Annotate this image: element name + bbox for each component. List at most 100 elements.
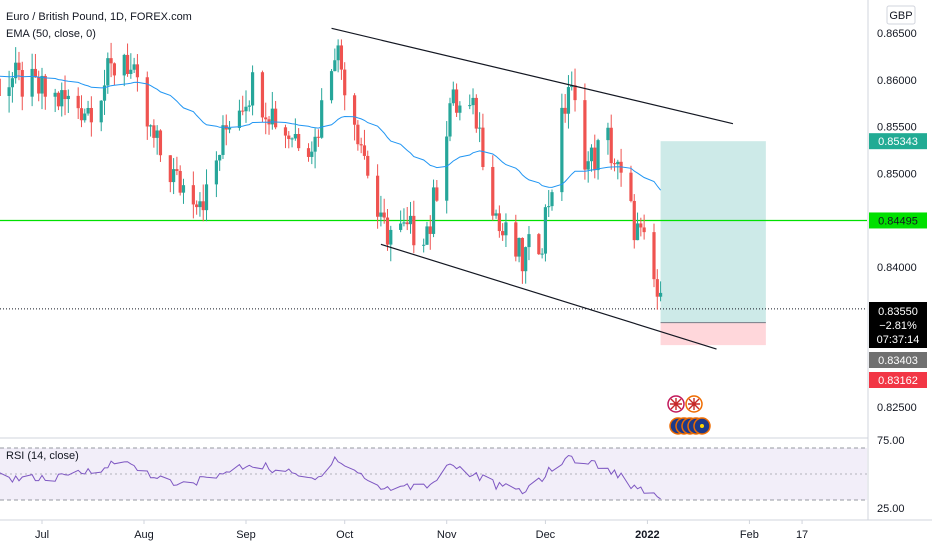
candle-body[interactable] bbox=[431, 187, 436, 234]
candle-body[interactable] bbox=[583, 100, 587, 170]
candle-body[interactable] bbox=[329, 71, 334, 101]
candle-body[interactable] bbox=[79, 108, 84, 121]
candle-body[interactable] bbox=[191, 185, 195, 205]
candle-body[interactable] bbox=[316, 136, 320, 138]
candle-body[interactable] bbox=[524, 247, 528, 272]
candle-body[interactable] bbox=[339, 45, 344, 70]
candle-body[interactable] bbox=[89, 107, 93, 123]
candle-body[interactable] bbox=[560, 107, 564, 193]
candle-body[interactable] bbox=[241, 110, 245, 112]
candle-body[interactable] bbox=[106, 58, 110, 86]
candle-body[interactable] bbox=[586, 161, 590, 170]
candle-body[interactable] bbox=[616, 161, 620, 165]
candle-body[interactable] bbox=[497, 213, 501, 232]
candle-body[interactable] bbox=[178, 170, 182, 193]
candle-body[interactable] bbox=[435, 187, 439, 201]
candle-body[interactable] bbox=[382, 212, 386, 218]
candle-body[interactable] bbox=[244, 106, 248, 112]
candle-body[interactable] bbox=[56, 92, 61, 107]
candle-body[interactable] bbox=[297, 134, 301, 149]
candle-body[interactable] bbox=[86, 107, 90, 114]
candle-body[interactable] bbox=[612, 163, 617, 165]
candle-body[interactable] bbox=[264, 117, 268, 120]
candle-body[interactable] bbox=[237, 110, 242, 128]
rsi-indicator-label[interactable]: RSI (14, close) bbox=[6, 450, 79, 462]
candle-body[interactable] bbox=[629, 172, 633, 201]
candle-body[interactable] bbox=[399, 223, 403, 230]
candle-body[interactable] bbox=[10, 78, 14, 88]
candle-body[interactable] bbox=[550, 192, 554, 207]
candle-body[interactable] bbox=[37, 77, 41, 94]
candle-body[interactable] bbox=[563, 107, 567, 114]
candle-body[interactable] bbox=[201, 201, 205, 211]
candle-body[interactable] bbox=[60, 90, 64, 107]
candle-body[interactable] bbox=[129, 69, 133, 74]
candle-body[interactable] bbox=[468, 105, 472, 107]
candle-body[interactable] bbox=[408, 215, 413, 225]
candle-body[interactable] bbox=[451, 89, 455, 104]
candle-body[interactable] bbox=[158, 130, 163, 156]
candle-body[interactable] bbox=[221, 125, 225, 155]
candle-body[interactable] bbox=[658, 292, 663, 297]
candle-body[interactable] bbox=[250, 72, 255, 106]
candle-body[interactable] bbox=[359, 144, 363, 146]
candle-body[interactable] bbox=[520, 237, 524, 272]
candle-body[interactable] bbox=[195, 204, 199, 208]
candle-body[interactable] bbox=[566, 87, 571, 114]
candle-body[interactable] bbox=[481, 127, 485, 167]
candle-body[interactable] bbox=[376, 175, 380, 217]
candle-body[interactable] bbox=[478, 127, 482, 129]
candle-body[interactable] bbox=[76, 95, 80, 109]
candle-body[interactable] bbox=[642, 227, 646, 233]
candle-body[interactable] bbox=[428, 226, 432, 234]
candle-body[interactable] bbox=[287, 135, 291, 139]
candle-body[interactable] bbox=[494, 213, 498, 216]
candle-body[interactable] bbox=[290, 138, 294, 140]
candle-body[interactable] bbox=[504, 222, 508, 236]
candle-body[interactable] bbox=[204, 184, 209, 211]
candle-body[interactable] bbox=[0, 78, 1, 96]
candle-body[interactable] bbox=[471, 97, 475, 106]
candle-body[interactable] bbox=[145, 77, 149, 127]
candle-body[interactable] bbox=[214, 160, 218, 185]
candle-body[interactable] bbox=[517, 237, 521, 257]
candle-body[interactable] bbox=[352, 95, 357, 125]
candle-body[interactable] bbox=[63, 90, 67, 100]
candle-body[interactable] bbox=[593, 147, 597, 171]
candle-body[interactable] bbox=[102, 85, 107, 101]
candle-body[interactable] bbox=[589, 147, 594, 162]
candle-body[interactable] bbox=[379, 212, 383, 217]
candle-body[interactable] bbox=[343, 69, 347, 96]
candle-body[interactable] bbox=[537, 234, 541, 255]
candle-body[interactable] bbox=[310, 151, 314, 157]
candle-body[interactable] bbox=[405, 222, 409, 225]
candle-body[interactable] bbox=[639, 223, 643, 228]
candle-body[interactable] bbox=[66, 95, 70, 100]
candle-body[interactable] bbox=[596, 140, 600, 171]
candle-body[interactable] bbox=[501, 231, 505, 236]
candle-body[interactable] bbox=[527, 234, 531, 248]
candle-body[interactable] bbox=[606, 127, 610, 141]
candle-body[interactable] bbox=[320, 100, 324, 138]
candle-body[interactable] bbox=[14, 62, 18, 79]
ema-indicator-label[interactable]: EMA (50, close, 0) bbox=[6, 28, 96, 40]
candle-body[interactable] bbox=[454, 89, 459, 113]
candle-body[interactable] bbox=[152, 125, 156, 138]
candle-body[interactable] bbox=[168, 155, 172, 183]
target-zone[interactable] bbox=[660, 141, 766, 323]
candle-body[interactable] bbox=[543, 207, 548, 254]
candle-body[interactable] bbox=[260, 72, 265, 118]
candle-body[interactable] bbox=[573, 85, 577, 101]
candle-body[interactable] bbox=[155, 130, 159, 138]
candle-body[interactable] bbox=[198, 201, 202, 208]
trendline[interactable] bbox=[380, 243, 717, 350]
candle-body[interactable] bbox=[632, 200, 636, 241]
candle-body[interactable] bbox=[402, 222, 406, 224]
candle-body[interactable] bbox=[227, 127, 232, 130]
candle-body[interactable] bbox=[172, 169, 176, 183]
candle-body[interactable] bbox=[40, 75, 44, 94]
candle-body[interactable] bbox=[274, 108, 278, 128]
candle-body[interactable] bbox=[135, 64, 140, 78]
candle-body[interactable] bbox=[425, 226, 429, 245]
